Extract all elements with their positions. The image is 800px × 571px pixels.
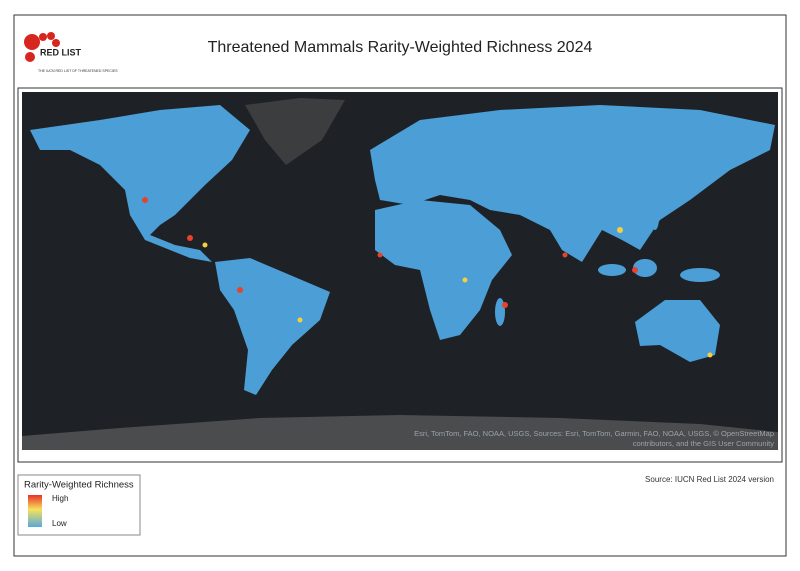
hotspot xyxy=(377,252,383,258)
logo-mark xyxy=(24,34,40,50)
hotspot xyxy=(707,352,713,358)
logo-subtext: THE IUCN RED LIST OF THREATENED SPECIES xyxy=(38,69,118,73)
logo-mark xyxy=(25,52,35,62)
logo-mark xyxy=(47,32,55,40)
title: Threatened Mammals Rarity-Weighted Richn… xyxy=(208,39,593,56)
australia xyxy=(635,300,720,362)
hotspot xyxy=(202,242,208,248)
legend-high: High xyxy=(52,494,68,503)
hotspot xyxy=(187,235,193,241)
island xyxy=(680,268,720,282)
map-attribution: contributors, and the GIS User Community xyxy=(633,439,775,448)
hotspot xyxy=(502,302,508,308)
legend-low: Low xyxy=(52,519,67,528)
logo-mark xyxy=(52,39,60,47)
logo: RED LIST THE IUCN RED LIST OF THREATENED… xyxy=(24,32,118,73)
hotspot xyxy=(462,277,468,283)
island xyxy=(598,264,626,276)
hotspot xyxy=(632,267,638,273)
island xyxy=(633,259,657,277)
north-america xyxy=(30,105,250,262)
island xyxy=(373,151,383,169)
greenland xyxy=(245,98,345,165)
madagascar xyxy=(495,298,505,326)
map-attribution: Esri, TomTom, FAO, NOAA, USGS, Sources: … xyxy=(414,429,774,438)
island xyxy=(651,206,659,230)
source: Source: IUCN Red List 2024 version xyxy=(645,475,774,484)
legend-title: Rarity-Weighted Richness xyxy=(24,480,134,491)
south-america xyxy=(215,258,330,395)
legend-ramp xyxy=(28,495,42,527)
hotspot xyxy=(237,287,243,293)
logo-mark xyxy=(39,33,47,41)
logo-text: RED LIST xyxy=(40,47,82,57)
hotspot xyxy=(142,197,148,203)
hotspot xyxy=(297,317,303,323)
hotspot xyxy=(562,252,568,258)
map-land xyxy=(22,98,778,450)
africa xyxy=(375,200,512,340)
antarctica xyxy=(22,415,778,450)
eurasia xyxy=(370,105,775,262)
hotspot xyxy=(617,227,623,233)
